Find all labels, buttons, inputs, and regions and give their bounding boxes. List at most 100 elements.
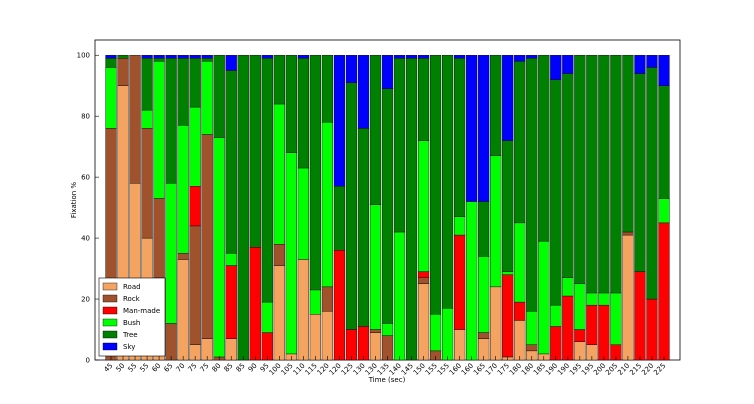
bar-segment <box>153 198 165 278</box>
bar-segment <box>333 250 346 361</box>
bar-segment <box>273 103 285 245</box>
bar-segment <box>417 58 430 141</box>
bar-segment <box>502 55 514 141</box>
bar-segment <box>502 274 514 358</box>
bar-segment <box>598 304 610 361</box>
x-tick-label: 50 <box>114 362 126 374</box>
bar-segment <box>610 55 622 294</box>
x-tick-label: 90 <box>247 362 259 374</box>
x-tick-label: 85 <box>223 362 235 374</box>
bar-segment <box>646 67 658 300</box>
bar-segment <box>297 55 309 59</box>
bar-segment <box>261 332 273 361</box>
bar-segment <box>129 55 141 184</box>
bar-segment <box>478 256 490 333</box>
bar-segment <box>514 320 526 361</box>
bar-segment <box>153 55 165 59</box>
bar-segment <box>526 55 538 59</box>
bar-segment <box>454 234 466 330</box>
bar-segment <box>417 277 430 285</box>
bar-segment <box>297 259 309 361</box>
bar-segment <box>478 55 490 202</box>
bar-segment <box>213 137 225 358</box>
x-tick-label: 80 <box>211 362 223 374</box>
bar-segment <box>562 277 574 297</box>
bar-segment <box>285 152 297 355</box>
bar-segment <box>345 329 358 361</box>
x-tick-label: 75 <box>199 362 211 374</box>
bar-segment <box>646 298 658 361</box>
bar-segment <box>369 329 382 333</box>
bar-segment <box>622 231 634 236</box>
bar-segment <box>165 183 177 324</box>
bar-segment <box>441 55 454 309</box>
bar-segment <box>273 265 285 361</box>
bar-segment <box>562 73 574 278</box>
bar-segment <box>622 234 634 361</box>
y-tick-label: 60 <box>81 174 90 182</box>
y-tick-label: 0 <box>86 357 90 365</box>
bar-segment <box>309 314 321 361</box>
legend-swatch <box>102 318 118 327</box>
bar-segment <box>417 271 430 278</box>
x-tick-label: 75 <box>187 362 199 374</box>
bar-segment <box>261 301 273 333</box>
bar-segment <box>381 88 394 324</box>
bar-segment <box>261 55 273 59</box>
bar-segment <box>490 155 502 288</box>
bar-segment <box>441 307 454 361</box>
y-tick-label: 20 <box>81 296 90 304</box>
bar-segment <box>490 286 502 361</box>
bar-segment <box>333 186 346 251</box>
bar-segment <box>562 55 574 74</box>
bar-segment <box>357 128 370 327</box>
bar-segment <box>189 58 201 108</box>
legend-label: Bush <box>123 319 140 327</box>
bar-segment <box>177 253 189 260</box>
bar-segment <box>297 58 309 169</box>
bar-segment <box>273 55 285 105</box>
bar-segment <box>538 55 550 242</box>
bar-segment <box>586 55 598 294</box>
x-tick-label: 95 <box>259 362 271 374</box>
bar-segment <box>141 109 153 129</box>
bar-segment <box>526 58 538 312</box>
bar-segment <box>225 253 237 266</box>
bar-segment <box>598 55 610 294</box>
legend-label: Tree <box>122 331 138 339</box>
bar-segment <box>273 243 285 266</box>
bar-segment <box>514 301 526 321</box>
bar-segment <box>574 55 586 285</box>
bar-segment <box>514 61 526 224</box>
bar-segment <box>405 58 418 361</box>
bar-segment <box>634 271 646 361</box>
bar-segment <box>550 326 562 361</box>
bar-segment <box>405 55 418 59</box>
x-tick-label: 85 <box>235 362 247 374</box>
bar-segment <box>177 58 189 126</box>
bar-segment <box>105 58 117 68</box>
bar-segment <box>369 55 382 205</box>
bar-segment <box>429 55 442 315</box>
bar-segment <box>466 55 478 202</box>
bar-segment <box>634 73 646 272</box>
bar-segment <box>261 58 273 303</box>
bar-segment <box>165 55 177 59</box>
bar-segment <box>454 216 466 236</box>
bar-segment <box>321 55 334 123</box>
bar-segment <box>165 323 177 361</box>
bar-segment <box>393 55 406 59</box>
bar-segment <box>117 58 129 86</box>
legend-swatch <box>102 294 118 303</box>
legend-label: Road <box>123 283 141 291</box>
bar-segment <box>393 231 406 361</box>
bar-segment <box>526 344 538 352</box>
bar-segment <box>658 55 670 86</box>
bar-segment <box>466 201 478 361</box>
bar-segment <box>490 55 502 157</box>
bar-segment <box>201 134 213 339</box>
bar-segment <box>297 167 309 260</box>
bar-segment <box>634 55 646 74</box>
bar-segment <box>598 292 610 306</box>
bar-segment <box>514 222 526 303</box>
